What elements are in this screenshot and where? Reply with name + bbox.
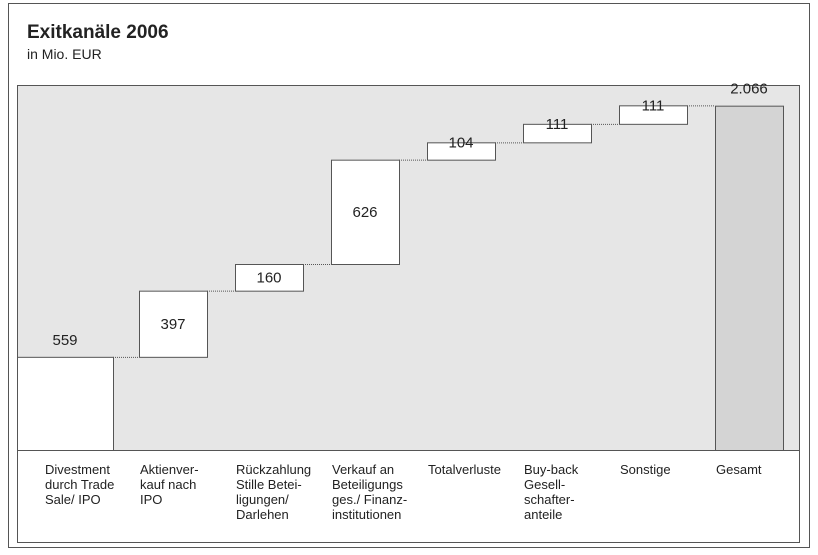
chart-subtitle: in Mio. EUR — [27, 46, 102, 62]
chart-title: Exitkanäle 2006 — [27, 22, 169, 43]
x-tick-label: Aktienver- kauf nach IPO — [140, 462, 199, 507]
x-tick-label: Sonstige — [620, 462, 671, 477]
value-label: 160 — [256, 269, 281, 286]
bar — [427, 142, 496, 161]
bar — [17, 356, 114, 452]
plot-area — [17, 85, 800, 451]
bar — [235, 264, 304, 292]
value-label: 104 — [448, 134, 473, 151]
x-tick-label: Rückzahlung Stille Betei- ligungen/ Darl… — [236, 462, 312, 522]
value-label: 397 — [160, 316, 185, 333]
value-label: 2.066 — [730, 81, 768, 98]
bar — [331, 159, 400, 266]
x-tick-label: Verkauf an Beteiligungs ges./ Finanz- in… — [332, 462, 408, 522]
bar — [523, 123, 592, 144]
value-label: 111 — [642, 97, 665, 114]
value-label: 559 — [52, 332, 77, 349]
x-tick-label: Gesamt — [716, 462, 762, 477]
x-tick-label: Buy-back Gesell- schafter- anteile — [524, 462, 579, 522]
bar — [715, 105, 784, 452]
bar — [139, 290, 208, 358]
x-tick-label: Divestment durch Trade Sale/ IPO — [45, 462, 115, 507]
value-label: 111 — [546, 116, 569, 133]
x-tick-label: Totalverluste — [428, 462, 501, 477]
label-area — [17, 450, 800, 543]
value-label: 626 — [352, 204, 377, 221]
bar — [619, 105, 688, 125]
